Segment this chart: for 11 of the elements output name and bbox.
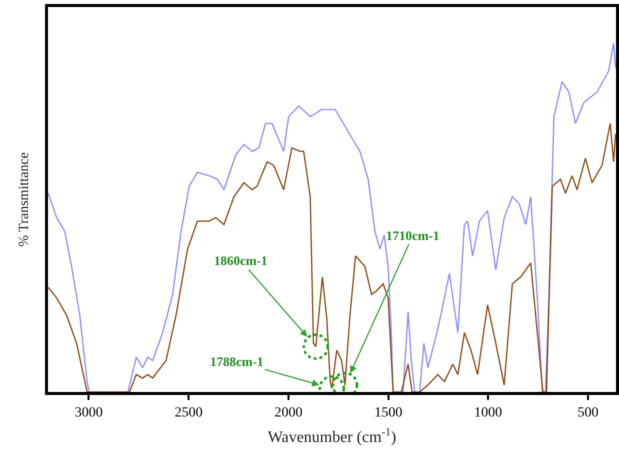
x-tick-label: 500 <box>578 406 599 421</box>
x-tick-label: 3000 <box>74 406 103 421</box>
x-tick-label: 2000 <box>274 406 302 421</box>
annotation: 1788cm-1 <box>210 354 264 369</box>
x-tick-label: 1000 <box>474 406 502 421</box>
x-axis-title: Wavenumber (cm$^{-1}$) <box>268 426 396 446</box>
annotation: 1710cm-1 <box>386 228 440 243</box>
x-tick-label: 1500 <box>374 406 402 421</box>
annotation: 1860cm-1 <box>214 253 268 268</box>
y-axis-title: % Transmittance <box>16 152 32 247</box>
x-tick-label: 2500 <box>174 406 203 421</box>
